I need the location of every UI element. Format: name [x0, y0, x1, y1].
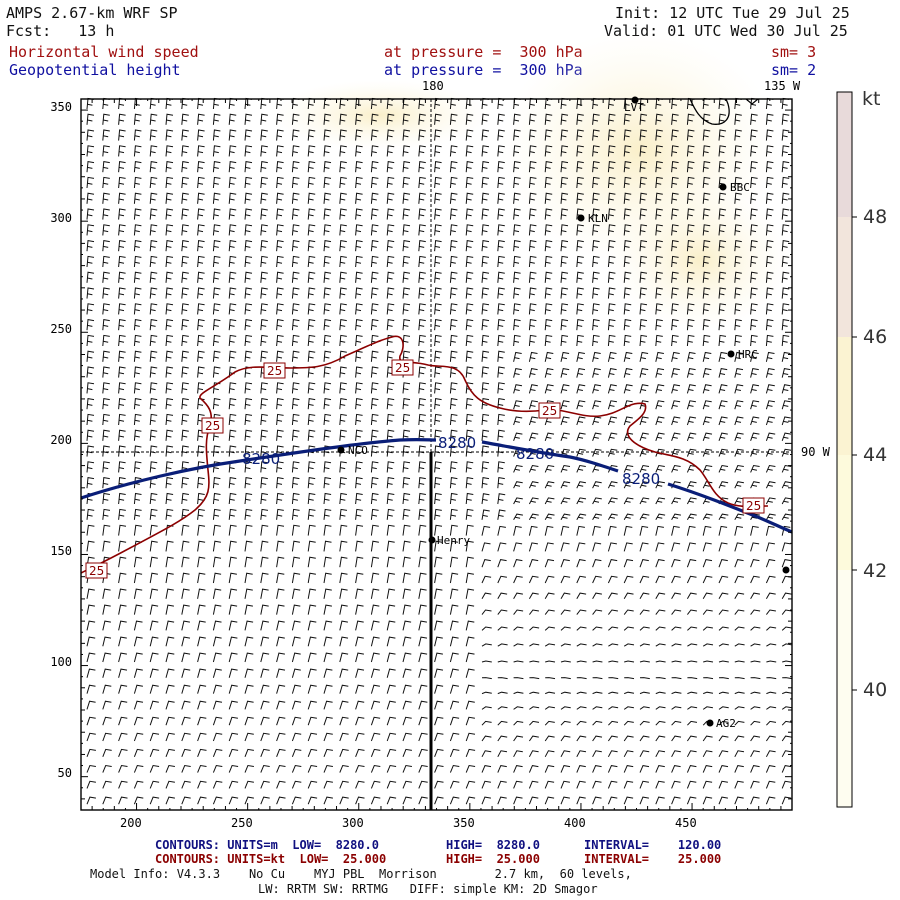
- colorbar-band-46: [837, 217, 852, 337]
- footer-height-contours: CONTOURS: UNITS=m LOW= 8280.0: [155, 838, 379, 852]
- footer-height-interval: INTERVAL= 120.00: [584, 838, 722, 852]
- y-tick-50: 50: [57, 766, 72, 780]
- footer-height-high: HIGH= 8280.0: [446, 838, 540, 852]
- colorbar-band-44: [837, 337, 852, 455]
- station-markers: [337, 96, 790, 727]
- footer-wind-high: HIGH= 25.000: [446, 852, 540, 866]
- forecast-hour: Fcst: 13 h: [6, 22, 115, 40]
- footer-wind-interval: INTERVAL= 25.000: [584, 852, 722, 866]
- colorbar-label-42: 42: [863, 560, 888, 582]
- x-tick-450: 450: [675, 816, 697, 830]
- y-tick-150: 150: [50, 544, 72, 558]
- wind-label-1: 25: [267, 364, 282, 378]
- height-contour: [80, 437, 437, 500]
- coastline: [689, 98, 730, 125]
- colorbar-band-42: [837, 455, 852, 570]
- colorbar-label-46: 46: [863, 326, 888, 348]
- wind-speed-contour: [80, 335, 769, 574]
- y-tick-250: 250: [50, 322, 72, 336]
- station-label-hrc: HRC: [738, 348, 758, 361]
- wind-label-5: 25: [746, 499, 761, 513]
- x-tick-200: 200: [120, 816, 142, 830]
- station-label-henry: Henry: [437, 534, 470, 547]
- station-label-bbc: BBC: [730, 181, 750, 194]
- meridian-label-90w: 90 W: [801, 445, 830, 459]
- station-dot-henry: [428, 536, 436, 544]
- meridian-label-180: 180: [422, 79, 444, 93]
- y-tick-350: 350: [50, 100, 72, 114]
- y-tick-100: 100: [50, 655, 72, 669]
- height-label-2: 8280: [438, 434, 476, 452]
- x-tick-400: 400: [564, 816, 586, 830]
- station-dot-edge: [782, 566, 790, 574]
- x-tick-350: 350: [453, 816, 475, 830]
- x-tick-300: 300: [342, 816, 364, 830]
- station-dot-kln: [577, 214, 585, 222]
- colorbar-label-48: 48: [863, 206, 888, 228]
- y-tick-200: 200: [50, 433, 72, 447]
- field2-smoothing: sm= 2: [771, 61, 817, 79]
- station-label-ag2: AG2: [716, 717, 736, 730]
- wind-label-6: 25: [89, 564, 104, 578]
- field2-name: Geopotential height: [9, 61, 181, 79]
- station-dot-lvt: [631, 96, 639, 104]
- height-label-4: 8280: [622, 470, 660, 488]
- footer-wind-contours: CONTOURS: UNITS=kt LOW= 25.000: [155, 852, 387, 866]
- height-contour-3: [667, 482, 793, 534]
- colorbar-band-48: [837, 92, 852, 217]
- colorbar: [836, 91, 857, 808]
- wind-label-4: 25: [542, 404, 557, 418]
- station-label-lvt: LVT: [624, 101, 644, 114]
- y-tick-300: 300: [50, 211, 72, 225]
- x-tick-250: 250: [231, 816, 253, 830]
- footer-model-info: Model Info: V4.3.3 No Cu MYJ PBL Morriso…: [90, 867, 632, 881]
- colorbar-label-44: 44: [863, 444, 888, 466]
- axis-ticks: [80, 99, 792, 811]
- colorbar-unit: kt: [862, 88, 881, 110]
- field1-name: Horizontal wind speed: [9, 43, 199, 61]
- station-label-nco: NCO: [348, 444, 368, 457]
- footer-physics: LW: RRTM SW: RRTMG DIFF: simple KM: 2D S…: [258, 882, 598, 896]
- init-time: Init: 12 UTC Tue 29 Jul 25: [615, 4, 850, 22]
- station-dot-bbc: [719, 183, 727, 191]
- wind-label-2: 25: [395, 361, 410, 375]
- model-title: AMPS 2.67-km WRF SP: [6, 4, 178, 22]
- station-dot-hrc: [727, 350, 735, 358]
- station-dot-nco: [337, 446, 345, 454]
- field1-smoothing: sm= 3: [771, 43, 817, 61]
- station-dot-ag2: [706, 719, 714, 727]
- station-label-kln: KLN: [588, 212, 608, 225]
- colorbar-band-40: [837, 570, 852, 807]
- meridian-label-135w: 135 W: [764, 79, 801, 93]
- height-label-3: 8280: [516, 445, 554, 463]
- height-contour-2: [481, 440, 619, 473]
- height-label-1: 8280: [242, 450, 280, 468]
- wind-label-3: 25: [205, 419, 220, 433]
- colorbar-label-40: 40: [863, 679, 888, 701]
